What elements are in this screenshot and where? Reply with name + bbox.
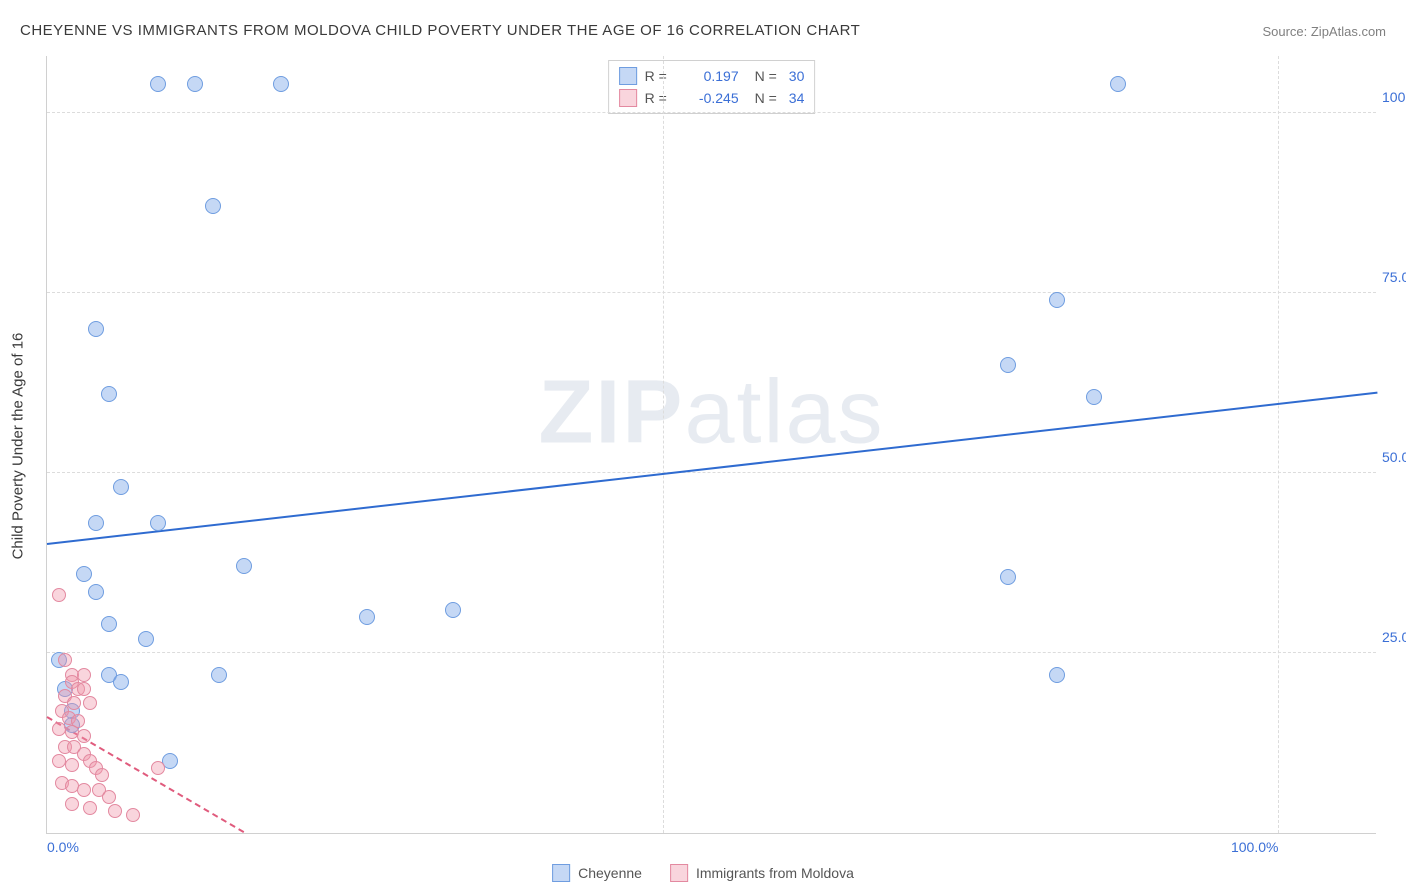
data-point [101, 616, 117, 632]
data-point [445, 602, 461, 618]
data-point [211, 667, 227, 683]
x-tick-label: 0.0% [47, 839, 79, 855]
correlation-legend: R = 0.197 N = 30 R = -0.245 N = 34 [608, 60, 816, 114]
y-axis-title: Child Poverty Under the Age of 16 [10, 333, 27, 560]
r-value: -0.245 [681, 90, 739, 106]
y-tick-label: 50.0% [1382, 449, 1406, 465]
gridline-vertical [663, 56, 664, 833]
data-point [138, 631, 154, 647]
data-point [83, 696, 97, 710]
legend-label: Cheyenne [578, 865, 642, 881]
data-point [1110, 76, 1126, 92]
gridline-horizontal [47, 472, 1376, 473]
gridline-horizontal [47, 652, 1376, 653]
plot-area: ZIPatlas R =0.197N =30R =-0.245N =34 25.… [46, 56, 1376, 834]
data-point [108, 804, 122, 818]
data-point [1049, 667, 1065, 683]
data-point [67, 696, 81, 710]
gridline-vertical [1278, 56, 1279, 833]
data-point [151, 761, 165, 775]
chart-title: CHEYENNE VS IMMIGRANTS FROM MOLDOVA CHIL… [20, 22, 860, 39]
data-point [150, 76, 166, 92]
legend-row: R = -0.245 N = 34 [619, 87, 805, 109]
legend-item: Cheyenne [552, 864, 642, 882]
data-point [113, 479, 129, 495]
gridline-horizontal [47, 292, 1376, 293]
r-label: R = [645, 68, 673, 84]
data-point [77, 668, 91, 682]
data-point [236, 558, 252, 574]
y-tick-label: 100.0% [1382, 89, 1406, 105]
data-point [58, 653, 72, 667]
data-point [65, 758, 79, 772]
source-attribution: Source: ZipAtlas.com [1262, 24, 1386, 39]
watermark: ZIPatlas [538, 362, 884, 465]
data-point [1000, 569, 1016, 585]
n-value: 34 [789, 90, 805, 106]
data-point [102, 790, 116, 804]
n-label: N = [755, 90, 777, 106]
legend-row: R = 0.197 N = 30 [619, 65, 805, 87]
x-tick-label: 100.0% [1231, 839, 1278, 855]
n-label: N = [755, 68, 777, 84]
data-point [1086, 389, 1102, 405]
data-point [113, 674, 129, 690]
data-point [150, 515, 166, 531]
watermark-rest: atlas [684, 363, 884, 463]
legend-swatch [670, 864, 688, 882]
trend-line [47, 392, 1377, 545]
legend-label: Immigrants from Moldova [696, 865, 854, 881]
data-point [95, 768, 109, 782]
legend-item: Immigrants from Moldova [670, 864, 854, 882]
r-value: 0.197 [681, 68, 739, 84]
n-value: 30 [789, 68, 805, 84]
data-point [88, 515, 104, 531]
data-point [187, 76, 203, 92]
series-legend: Cheyenne Immigrants from Moldova [552, 864, 854, 882]
y-tick-label: 75.0% [1382, 269, 1406, 285]
data-point [77, 783, 91, 797]
gridline-horizontal [47, 112, 1376, 113]
data-point [88, 584, 104, 600]
data-point [359, 609, 375, 625]
data-point [83, 801, 97, 815]
data-point [65, 797, 79, 811]
data-point [88, 321, 104, 337]
r-label: R = [645, 90, 673, 106]
data-point [273, 76, 289, 92]
data-point [52, 588, 66, 602]
legend-swatch [552, 864, 570, 882]
legend-swatch [619, 89, 637, 107]
legend-swatch [619, 67, 637, 85]
data-point [126, 808, 140, 822]
data-point [205, 198, 221, 214]
data-point [76, 566, 92, 582]
data-point [77, 682, 91, 696]
y-tick-label: 25.0% [1382, 629, 1406, 645]
data-point [101, 386, 117, 402]
data-point [1049, 292, 1065, 308]
data-point [1000, 357, 1016, 373]
